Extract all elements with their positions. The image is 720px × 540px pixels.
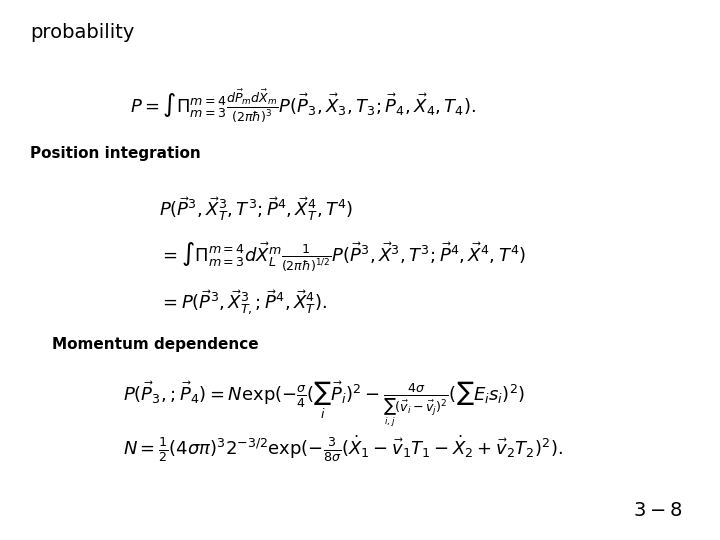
Text: $= \int \Pi_{m=3}^{m=4} d\vec{X}_L^m\frac{1}{(2\pi\hbar)^{1/2}}P(\vec{P}^3, \vec: $= \int \Pi_{m=3}^{m=4} d\vec{X}_L^m\fra… bbox=[159, 240, 526, 273]
Text: $P(\vec{P}_3, ; \vec{P}_4) = N\exp(-\frac{\sigma}{4}(\sum_i \vec{P}_i)^2 - \frac: $P(\vec{P}_3, ; \vec{P}_4) = N\exp(-\fra… bbox=[123, 380, 526, 429]
Text: $= P(\vec{P}^3, \vec{X}_{T,}^3; \vec{P}^4, \vec{X}_T^4).$: $= P(\vec{P}^3, \vec{X}_{T,}^3; \vec{P}^… bbox=[159, 289, 327, 318]
Text: $P = \int \Pi_{m=3}^{m=4}\frac{d\vec{P}_m d\vec{X}_m}{(2\pi\hbar)^3}P(\vec{P}_3,: $P = \int \Pi_{m=3}^{m=4}\frac{d\vec{P}_… bbox=[130, 87, 477, 125]
Text: probability: probability bbox=[30, 23, 135, 42]
Text: $P(\vec{P}^3, \vec{X}_T^3, T^3; \vec{P}^4, \vec{X}_T^4, T^4)$: $P(\vec{P}^3, \vec{X}_T^3, T^3; \vec{P}^… bbox=[159, 195, 354, 222]
Text: $3-8$: $3-8$ bbox=[633, 501, 682, 520]
Text: Position integration: Position integration bbox=[30, 146, 201, 161]
Text: Momentum dependence: Momentum dependence bbox=[52, 337, 258, 352]
Text: $N = \frac{1}{2}(4\sigma\pi)^3 2^{-3/2}\exp(-\frac{3}{8\sigma}(\dot{X}_1 - \vec{: $N = \frac{1}{2}(4\sigma\pi)^3 2^{-3/2}\… bbox=[123, 434, 563, 464]
